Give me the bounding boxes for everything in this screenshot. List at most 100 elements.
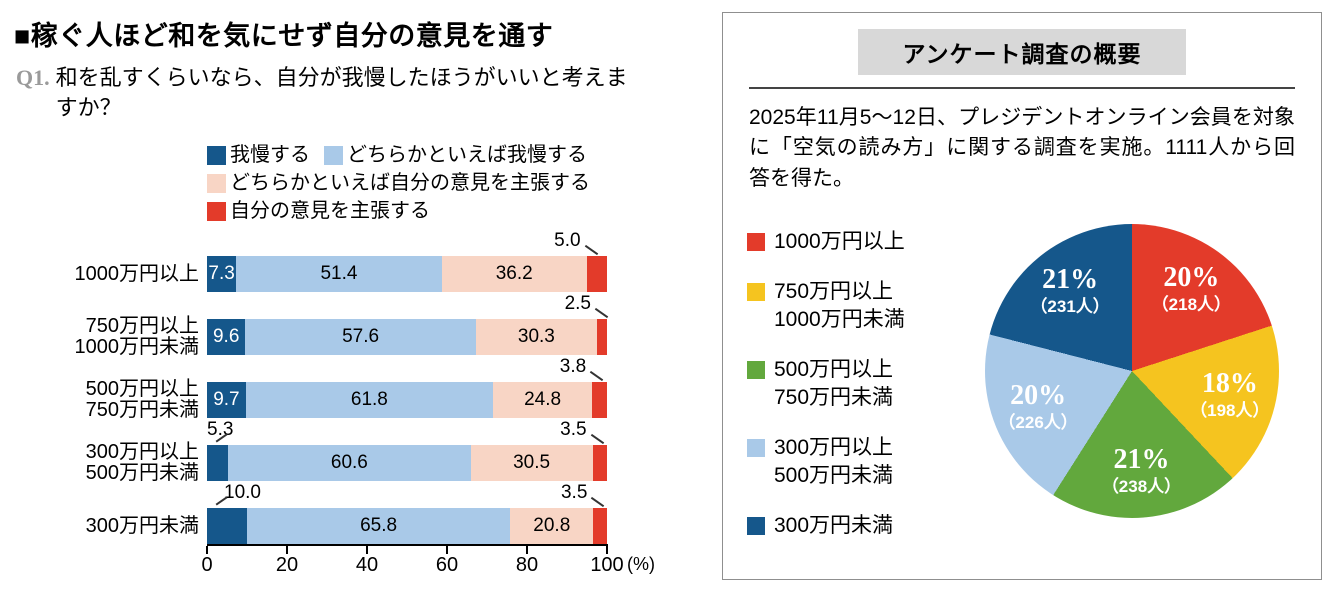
pie-slice-percent: 20% — [1163, 261, 1220, 293]
x-axis-tick-label: 100 — [590, 554, 624, 577]
bar-segment: 24.8 — [493, 382, 593, 419]
panel-divider — [749, 87, 1295, 89]
callout-leader-line — [584, 245, 598, 256]
pie-legend-item: 500万円以上 750万円未満 — [747, 356, 973, 412]
bar-track: 7.3 51.4 36.2 5.0 — [207, 229, 608, 293]
pie-slice-percent: 21% — [1113, 443, 1170, 475]
bar-segment: 61.8 — [245, 382, 493, 419]
bar-row: 750万円以上 1000万円未満 9.6 57.6 30.3 2.5 — [7, 292, 667, 359]
pie-legend-line: 300万円以上 — [747, 434, 973, 462]
bar-category-line: 750万円以上 — [85, 315, 199, 338]
bar-category-line: 1000万円未満 — [74, 336, 200, 359]
bar-segment — [207, 445, 229, 482]
pie-slice-label: 21% （238人） — [1082, 443, 1202, 498]
bar-track: 9.7 61.8 24.8 3.8 — [207, 355, 608, 419]
bar-value-callout: 5.0 — [554, 230, 581, 252]
bar-category-line: 500万円以上 — [85, 378, 199, 401]
legend-item: 自分の意見を主張する — [207, 198, 430, 225]
bar-category-line: 500万円未満 — [85, 462, 199, 485]
bar-row: 500万円以上 750万円未満 9.7 61.8 24.8 3.8 — [7, 355, 667, 422]
x-axis-tick-label: 0 — [201, 554, 213, 577]
bar-category-label: 500万円以上 750万円未満 — [7, 378, 207, 422]
bar-segment — [586, 256, 607, 293]
bar-segment: 51.4 — [236, 256, 442, 293]
x-axis-tick-label: 20 — [275, 554, 299, 577]
x-axis-tick — [446, 546, 448, 555]
legend-label: 我慢する — [230, 144, 310, 167]
pie-legend-item: 750万円以上 1000万円未満 — [747, 278, 973, 334]
callout-leader-line — [589, 371, 604, 382]
bar-segment — [597, 319, 607, 356]
bar-category-label: 300万円未満 — [7, 508, 207, 544]
x-axis-tick-label: 80 — [515, 554, 539, 577]
pie-legend-line: 500万円未満 — [747, 462, 973, 490]
pie-legend-swatch-icon — [747, 283, 765, 302]
bar-segment: 30.5 — [470, 445, 593, 482]
x-axis-tick — [286, 546, 288, 555]
pie-slice-percent: 18% — [1201, 368, 1258, 400]
bar-segment: 9.6 — [207, 319, 246, 356]
bar-category-label: 300万円以上 500万円未満 — [7, 442, 207, 485]
pie-legend: 1000万円以上 750万円以上 1000万円未満 500万円以上 750万円未満 300… — [747, 218, 973, 562]
bar-value-callout: 5.3 — [207, 419, 234, 441]
pie-legend-label: 1000万円未満 — [774, 308, 905, 332]
bar-value-callout: 3.8 — [559, 356, 587, 378]
legend-swatch-icon — [207, 174, 226, 194]
pie-slice-label: 20% （226人） — [978, 381, 1098, 434]
bar-segment — [592, 382, 608, 419]
bar-value-callout: 3.5 — [560, 482, 588, 504]
pie-legend-item: 300万円未満 — [747, 512, 973, 540]
bar-value-callout: 10.0 — [224, 482, 261, 504]
x-axis-unit-label: (%) — [627, 554, 655, 575]
bar-segment — [592, 445, 607, 482]
bar-value-callout: 2.5 — [564, 293, 591, 315]
bar-segment: 36.2 — [441, 256, 587, 293]
bar-segment: 20.8 — [510, 508, 594, 545]
bar-row: 300万円以上 500万円未満 5.3 60.6 30.5 3.5 — [7, 418, 667, 485]
x-axis-tick — [366, 546, 368, 555]
pie-slice-percent: 21% — [1042, 263, 1099, 295]
pie-slice-count: （226人） — [998, 413, 1078, 433]
bar-category-label: 1000万円以上 — [7, 256, 207, 292]
pie-legend-swatch-icon — [747, 361, 765, 380]
pie-legend-label: 300万円未満 — [774, 514, 894, 538]
pie-chart: 20% （218人） 18% （198人） 21% （238人） 20% （226人） 21% （… — [985, 224, 1279, 519]
legend-swatch-icon — [207, 202, 226, 222]
pie-chart-area: 1000万円以上 750万円以上 1000万円未満 500万円以上 750万円未満 300… — [723, 218, 1321, 562]
survey-overview-panel: アンケート調査の概要 2025年11月5〜12日、プレジデントオンライン会員を対… — [722, 12, 1322, 580]
bar-segment: 57.6 — [245, 319, 476, 356]
legend-swatch-icon — [207, 146, 226, 166]
pie-legend-line: 750万円以上 — [747, 278, 973, 306]
legend-label: どちらかといえば我慢する — [347, 144, 587, 167]
stacked-bar-chart: 1000万円以上 7.3 51.4 36.2 5.0 750万円以上 1000万円未満 9.6… — [7, 229, 667, 576]
legend-label: 自分の意見を主張する — [230, 200, 430, 223]
page-title: ■稼ぐ人ほど和を気にせず自分の意見を通す — [14, 21, 554, 51]
legend-item: どちらかといえば我慢する — [324, 142, 587, 169]
pie-slice-label: 18% （198人） — [1170, 369, 1290, 422]
bar-segment — [593, 508, 608, 545]
x-axis-tick — [206, 546, 208, 555]
bar-segment: 7.3 — [207, 256, 237, 293]
pie-legend-line: 500万円以上 — [747, 356, 973, 384]
pie-slice-label: 21% （231人） — [1010, 263, 1130, 318]
x-axis-tick — [526, 546, 528, 555]
pie-legend-line: 300万円未満 — [747, 512, 973, 540]
bar-segment: 65.8 — [247, 508, 511, 545]
bar-category-label: 750万円以上 1000万円未満 — [7, 315, 207, 359]
question: Q1. 和を乱すくらいなら、自分が我慢したほうがいいと考えますか？ — [16, 63, 646, 122]
pie-legend-swatch-icon — [747, 439, 765, 458]
bar-segment: 60.6 — [228, 445, 471, 482]
pie-legend-line: 1000万円未満 — [747, 306, 973, 334]
pie-slice-count: （198人） — [1190, 401, 1270, 421]
panel-description: 2025年11月5〜12日、プレジデントオンライン会員を対象に「空気の読み方」に… — [749, 106, 1295, 190]
pie-legend-item: 1000万円以上 — [747, 228, 973, 256]
x-axis-tick-label: 40 — [355, 554, 379, 577]
legend-swatch-icon — [324, 146, 343, 166]
pie-legend-item: 300万円以上 500万円未満 — [747, 434, 973, 490]
question-number: Q1. — [16, 65, 50, 90]
bar-category-line: 750万円未満 — [85, 399, 199, 422]
bar-chart-section: ■稼ぐ人ほど和を気にせず自分の意見を通す Q1. 和を乱すくらいなら、自分が我慢… — [7, 21, 667, 576]
panel-title: アンケート調査の概要 — [858, 29, 1186, 75]
pie-legend-label: 500万円未満 — [774, 464, 894, 488]
bar-segment: 30.3 — [475, 319, 597, 356]
